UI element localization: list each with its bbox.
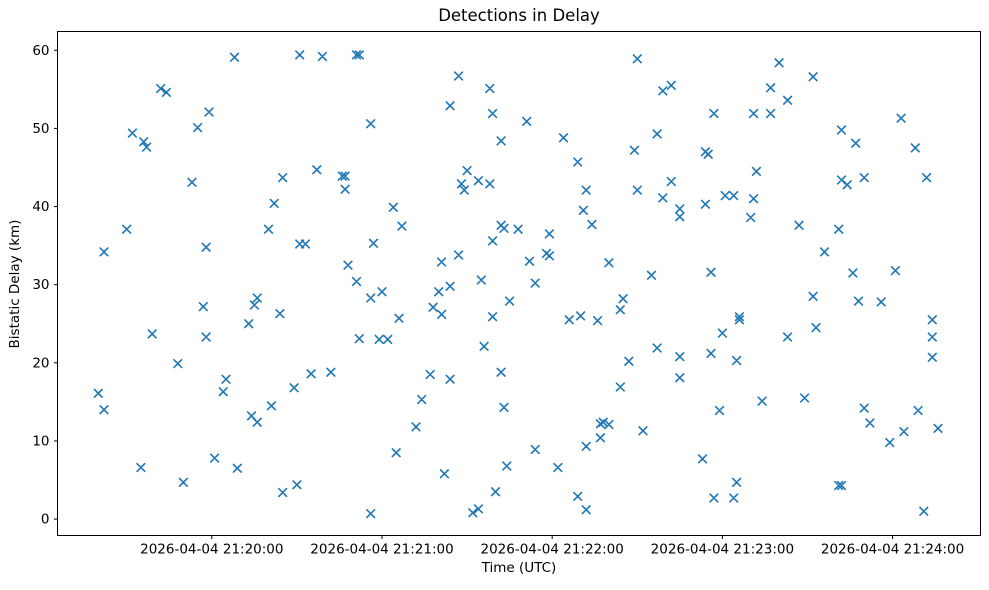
x-tick-label: 2026-04-04 21:20:00 — [140, 542, 283, 558]
y-tick-label: 10 — [32, 433, 49, 449]
y-tick-label: 0 — [41, 512, 50, 528]
data-point-markers — [93, 50, 943, 519]
x-tick-label: 2026-04-04 21:24:00 — [821, 542, 964, 558]
x-tick-label: 2026-04-04 21:21:00 — [310, 542, 453, 558]
axes-spines — [57, 31, 981, 536]
y-tick-label: 50 — [32, 121, 49, 137]
y-tick-label: 60 — [32, 43, 49, 59]
y-tick-label: 40 — [32, 199, 49, 215]
chart-title: Detections in Delay — [438, 6, 600, 25]
y-tick-label: 30 — [32, 277, 49, 293]
y-tick-label: 20 — [32, 355, 49, 371]
x-tick-label: 2026-04-04 21:23:00 — [651, 542, 794, 558]
y-axis-label: Bistatic Delay (km) — [7, 219, 23, 349]
x-axis-label: Time (UTC) — [481, 560, 557, 576]
x-tick-label: 2026-04-04 21:22:00 — [480, 542, 623, 558]
